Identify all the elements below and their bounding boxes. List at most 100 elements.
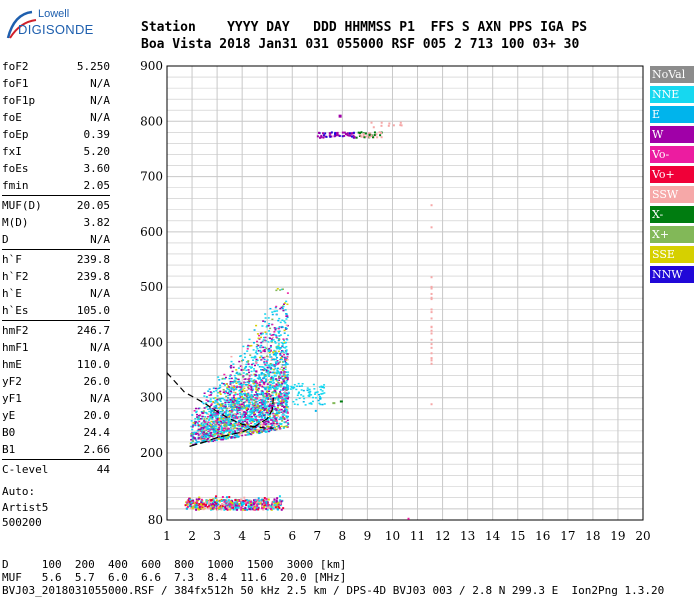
echo-point <box>220 397 223 400</box>
echo-point <box>280 381 283 383</box>
echo-point <box>281 356 284 359</box>
echo-point <box>274 310 277 312</box>
echo-point <box>227 419 230 422</box>
echo-point <box>234 434 237 436</box>
echo-point <box>201 436 204 438</box>
echo-point <box>235 500 238 503</box>
echo-point <box>249 412 252 414</box>
echo-point <box>250 391 253 393</box>
echo-point <box>278 338 281 340</box>
echo-point <box>209 434 212 436</box>
echo-point <box>235 388 238 391</box>
echo-point <box>236 404 239 407</box>
echo-point <box>215 432 218 435</box>
echo-point <box>252 385 255 388</box>
echo-point <box>262 392 265 394</box>
echo-point <box>201 401 204 403</box>
echo-point <box>256 424 259 427</box>
echo-point <box>271 311 274 313</box>
echo-point <box>198 437 201 439</box>
echo-point <box>207 430 210 432</box>
echo-point <box>232 404 235 406</box>
echo-point <box>276 360 279 362</box>
echo-point <box>229 500 232 503</box>
param-name: C-level <box>2 463 49 476</box>
echo-point <box>207 502 210 505</box>
echo-point <box>255 500 258 503</box>
echo-point <box>261 415 264 417</box>
echo-point <box>215 423 218 426</box>
echo-point <box>252 431 255 433</box>
echo-point <box>278 317 281 320</box>
echo-point <box>218 379 221 381</box>
echo-point <box>370 121 373 124</box>
param-name: MUF(D) <box>2 199 42 212</box>
echo-point <box>255 506 258 509</box>
echo-point <box>273 388 276 390</box>
echo-point <box>232 396 235 399</box>
echo-point <box>253 410 256 412</box>
echo-point <box>220 438 223 441</box>
echo-point <box>282 411 285 413</box>
echo-point <box>256 431 259 434</box>
echo-point <box>241 434 244 437</box>
echo-point <box>282 387 285 390</box>
echo-point <box>241 501 244 504</box>
echo-point <box>255 362 258 364</box>
echo-point <box>430 276 433 279</box>
echo-point <box>250 506 253 509</box>
echo-point <box>276 356 279 359</box>
echo-point <box>300 385 303 387</box>
echo-point <box>268 322 271 325</box>
echo-point <box>240 508 243 511</box>
echo-point <box>279 307 282 310</box>
echo-point <box>220 508 223 511</box>
echo-point <box>231 506 234 509</box>
echo-point <box>236 381 239 383</box>
echo-point <box>284 357 287 359</box>
echo-point <box>257 422 260 424</box>
echo-point <box>277 350 280 353</box>
echo-point <box>271 397 274 400</box>
echo-point <box>275 428 278 431</box>
echo-point <box>243 415 246 417</box>
echo-point <box>255 419 258 421</box>
echo-point <box>274 387 277 389</box>
echo-point <box>251 401 254 403</box>
echo-point <box>249 430 252 433</box>
echo-point <box>246 421 249 423</box>
echo-point <box>314 391 317 394</box>
echo-point <box>286 388 289 391</box>
echo-point <box>308 392 311 394</box>
y-tick-label: 400 <box>140 335 163 349</box>
echo-point <box>221 397 224 400</box>
echo-point <box>277 385 280 388</box>
param-row-hme: hmE 110.0 <box>2 356 110 373</box>
echo-point <box>222 388 225 391</box>
param-name: B0 <box>2 426 16 439</box>
echo-point <box>295 398 298 401</box>
echo-point <box>284 327 287 329</box>
param-name: yE <box>2 409 16 422</box>
echo-point <box>192 437 195 439</box>
echo-point <box>201 437 204 440</box>
echo-point <box>266 355 269 358</box>
logo-line1: Lowell <box>38 8 70 20</box>
echo-point <box>279 334 282 336</box>
muf-values-line: MUF 5.6 5.7 6.0 6.6 7.3 8.4 11.6 20.0 [M… <box>2 571 347 584</box>
echo-point <box>221 419 224 421</box>
echo-point <box>255 400 258 403</box>
scaled-parameters-list: foF2 5.250 foF1 N/A foF1p N/A foE N/A foEp 0.39 fx… <box>2 58 110 478</box>
echo-point <box>245 413 248 415</box>
polarization-legend: NoVal NNE E W Vo- Vo+ SSW X- X+ SSE NNW <box>650 66 694 286</box>
echo-point <box>271 313 274 316</box>
echo-point <box>196 429 199 432</box>
echo-point <box>208 504 211 507</box>
echo-point <box>253 501 256 504</box>
echo-point <box>207 425 210 427</box>
echo-point <box>273 415 276 417</box>
echo-point <box>317 399 320 402</box>
echo-point <box>251 403 254 405</box>
echo-point <box>249 403 252 405</box>
